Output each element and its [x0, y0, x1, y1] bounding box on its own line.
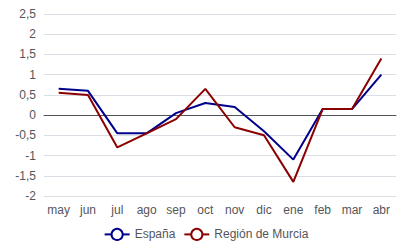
svg-text:ene: ene: [283, 203, 303, 217]
svg-text:-2: -2: [25, 189, 36, 203]
svg-text:2,5: 2,5: [19, 7, 36, 21]
svg-text:may: may: [47, 203, 70, 217]
svg-text:nov: nov: [225, 203, 244, 217]
svg-text:-0,5: -0,5: [15, 128, 36, 142]
svg-text:jun: jun: [79, 203, 96, 217]
svg-text:jul: jul: [110, 203, 123, 217]
svg-text:Región de Murcia: Región de Murcia: [214, 227, 308, 241]
svg-text:abr: abr: [373, 203, 390, 217]
svg-text:sep: sep: [166, 203, 186, 217]
svg-text:-1,5: -1,5: [15, 169, 36, 183]
svg-text:0,5: 0,5: [19, 88, 36, 102]
svg-text:1,5: 1,5: [19, 47, 36, 61]
svg-text:feb: feb: [314, 203, 331, 217]
svg-text:España: España: [135, 227, 176, 241]
svg-text:ago: ago: [137, 203, 157, 217]
svg-text:-1: -1: [25, 149, 36, 163]
svg-text:0: 0: [29, 108, 36, 122]
svg-text:oct: oct: [197, 203, 214, 217]
svg-text:2: 2: [29, 27, 36, 41]
svg-text:dic: dic: [256, 203, 271, 217]
svg-text:mar: mar: [342, 203, 363, 217]
svg-text:1: 1: [29, 68, 36, 82]
